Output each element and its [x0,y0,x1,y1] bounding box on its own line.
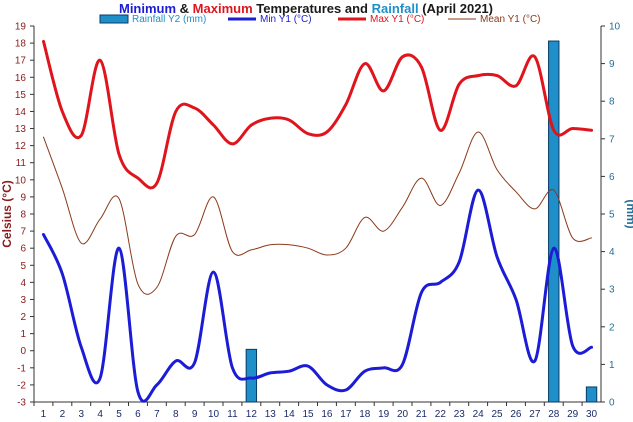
left-tick-label: 0 [20,346,26,357]
right-tick-label: 8 [609,97,615,108]
left-tick-label: 14 [15,107,27,118]
legend-label: Max Y1 (°C) [370,14,424,25]
x-tick-label: 24 [473,409,485,420]
left-tick-label: 2 [20,312,26,323]
left-tick-label: 18 [15,39,27,50]
x-tick-label: 12 [246,409,258,420]
left-tick-label: 1 [20,329,26,340]
left-tick-label: -3 [17,398,26,409]
right-tick-label: 7 [609,134,615,145]
right-tick-label: 4 [609,247,615,258]
right-tick-label: 6 [609,172,615,183]
title-part-3: Temperatures and [253,1,372,16]
x-tick-label: 9 [192,409,198,420]
left-tick-label: 15 [15,90,27,101]
title-part-4: Rainfall [372,1,419,16]
max-temperature-line [42,39,593,190]
x-tick-label: 30 [586,409,598,420]
x-tick-label: 13 [265,409,277,420]
left-axis-label: Celsius (°C) [0,180,14,247]
chart-legend: Rainfall Y2 (mm) Min Y1 (°C) Max Y1 (°C) Me… [99,14,541,25]
x-tick-label: 2 [60,409,66,420]
x-axis: 1 2 3 4 5 6 7 8 9 10 11 12 13 14 15 16 17 18 19 20 21 22 23 24 2… [33,401,601,420]
x-tick-label: 16 [321,409,333,420]
x-tick-label: 1 [41,409,47,420]
x-tick-label: 8 [173,409,179,420]
left-tick-label: 10 [15,175,27,186]
legend-label: Rainfall Y2 (mm) [132,14,206,25]
x-tick-label: 11 [227,409,238,420]
x-tick-label: 21 [416,409,428,420]
x-tick-label: 29 [567,409,579,420]
right-tick-label: 0 [609,398,615,409]
left-tick-label: 3 [20,295,26,306]
x-tick-label: 20 [397,409,409,420]
rainfall-bars [245,40,598,403]
right-tick-label: 3 [609,285,615,296]
title-part-2: Maximum [193,1,253,16]
left-tick-label: 17 [15,56,27,67]
left-tick-label: 12 [15,141,27,152]
rainfall-bar [548,40,560,403]
x-tick-label: 6 [135,409,141,420]
x-tick-label: 5 [116,409,122,420]
x-tick-label: 17 [340,409,352,420]
left-tick-label: 11 [16,158,27,169]
x-tick-label: 27 [529,409,541,420]
x-tick-label: 19 [378,409,390,420]
right-axis-label: (mm) [624,199,633,228]
right-tick-label: 5 [609,210,615,221]
x-tick-label: 14 [284,409,296,420]
x-tick-label: 10 [208,409,220,420]
legend-swatch-rainfall [99,14,129,24]
left-tick-label: 7 [20,227,26,238]
left-tick-label: -2 [17,380,26,391]
chart-title: Minimum & Maximum Temperatures and Rainf… [119,1,493,16]
left-tick-label: 9 [20,192,26,203]
legend-label: Min Y1 (°C) [260,14,312,25]
x-tick-label: 22 [435,409,447,420]
right-tick-label: 1 [609,360,615,371]
x-tick-label: 26 [510,409,522,420]
x-tick-label: 3 [78,409,84,420]
title-part-1: & [176,1,193,16]
left-tick-label: 4 [20,278,26,289]
legend-label: Mean Y1 (°C) [480,14,541,25]
left-tick-label: 5 [20,261,26,272]
x-tick-label: 4 [97,409,103,420]
right-axis: 0 1 2 3 4 5 6 7 8 9 10 [600,22,621,409]
title-part-5: (April 2021) [419,1,493,16]
temperature-lines [42,39,593,403]
left-tick-label: 8 [20,210,26,221]
min-temperature-line [42,188,593,403]
left-tick-label: 13 [15,124,27,135]
left-tick-label: 19 [15,22,27,33]
mean-temperature-line [43,131,592,295]
title-part-0: Minimum [119,1,176,16]
rainfall-bar [245,348,258,403]
left-tick-label: 6 [20,244,26,255]
x-tick-label: 28 [548,409,560,420]
right-tick-label: 10 [609,22,621,33]
x-tick-label: 7 [154,409,160,420]
x-tick-label: 18 [359,409,371,420]
right-tick-label: 2 [609,322,615,333]
right-tick-label: 9 [609,59,615,70]
left-tick-label: -1 [17,363,26,374]
rainfall-bar [585,386,598,403]
x-tick-label: 25 [491,409,503,420]
left-tick-label: 16 [15,73,27,84]
x-tick-label: 23 [454,409,466,420]
x-tick-label: 15 [302,409,314,420]
